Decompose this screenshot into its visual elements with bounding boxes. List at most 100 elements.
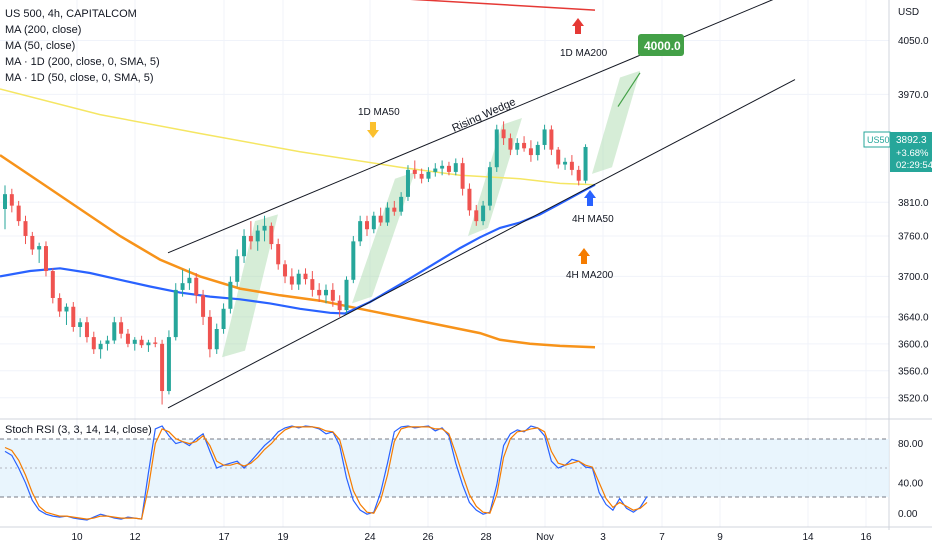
wedge-upper-line (167, 0, 774, 254)
candle-body (207, 316, 212, 350)
chart-legend[interactable]: US 500, 4h, CAPITALCOM MA (200, close) M… (5, 6, 160, 86)
candle-body (446, 165, 451, 172)
ma200-4h-label: 4H MA200 (566, 270, 614, 281)
candle-body (460, 163, 465, 189)
candle-body (255, 230, 260, 242)
legend-symbol: US 500, 4h, CAPITALCOM (5, 8, 137, 20)
time-tick: 17 (218, 532, 230, 543)
rsi-tick: 80.00 (898, 439, 923, 450)
ma200-1d-arrow (572, 18, 584, 34)
price-tick: 3970.0 (898, 90, 929, 101)
candle-body (378, 215, 383, 223)
candle-body (37, 246, 42, 250)
candle-body (303, 273, 308, 280)
candle-body (105, 340, 110, 344)
target-line (617, 72, 641, 107)
candle-body (549, 129, 554, 150)
ma50-4h-line (0, 183, 596, 315)
ma50-4h-arrow (584, 190, 596, 206)
currency-label: USD (898, 7, 919, 18)
time-tick: 28 (480, 532, 492, 543)
target-label-text: 4000.0 (644, 39, 681, 53)
ma50-4h-label: 4H MA50 (572, 214, 614, 225)
candle-body (419, 173, 424, 179)
target-label[interactable]: 4000.0 (638, 34, 684, 56)
price-tick: 3640.0 (898, 312, 929, 323)
candle-body (43, 246, 48, 272)
time-tick: 3 (600, 532, 606, 543)
legend-ma200: MA (200, close) (5, 24, 82, 36)
price-tick: 3520.0 (898, 393, 929, 404)
time-tick: 10 (71, 532, 83, 543)
candle-body (276, 244, 281, 265)
candle-body (228, 281, 233, 309)
candle-body (289, 276, 294, 285)
last-price-tag: 3892.3 +3.68% 02:29:54 (890, 132, 932, 172)
candle-body (119, 322, 124, 334)
candle-body (166, 337, 171, 392)
candle-body (535, 144, 540, 156)
rsi-d-line (4, 426, 648, 520)
time-tick: 7 (659, 532, 665, 543)
candle-body (139, 339, 144, 346)
time-tick: 24 (364, 532, 376, 543)
candle-body (494, 129, 499, 168)
ma200-4h-arrow (578, 248, 590, 264)
candle-body (194, 277, 199, 296)
candle-body (392, 207, 397, 212)
ma200-1d-line (410, 0, 596, 11)
candle-body (112, 322, 117, 341)
last-price: 3892.3 (896, 135, 927, 146)
ma200-4h-line (0, 154, 596, 349)
time-tick: 26 (422, 532, 434, 543)
candle-body (125, 333, 130, 344)
candle-body (528, 148, 533, 156)
bar-countdown: 02:29:54 (896, 160, 932, 171)
price-tick: 3760.0 (898, 231, 929, 242)
candle-body (371, 215, 376, 230)
candle-body (283, 264, 288, 277)
annotation-arrows (367, 18, 596, 264)
candle-body (467, 188, 472, 211)
price-axis[interactable]: 4050.0 3970.0 3810.0 3760.0 3700.0 3640.0 3600… (898, 36, 929, 404)
candle-body (235, 256, 240, 282)
candle-body (242, 235, 247, 257)
candle-body (399, 196, 404, 212)
candle-body (522, 142, 527, 149)
candle-body (385, 207, 390, 223)
rsi-k-line (4, 425, 648, 521)
candle-body (78, 322, 83, 327)
time-tick: 14 (802, 532, 814, 543)
candles (3, 121, 588, 405)
candle-body (583, 146, 588, 181)
candle-body (330, 289, 335, 301)
channel-4 (592, 70, 640, 174)
candle-body (310, 279, 315, 290)
candle-body (160, 343, 165, 392)
candle-body (180, 283, 185, 290)
candle-body (84, 322, 89, 338)
candle-body (3, 194, 7, 209)
candle-body (364, 221, 369, 230)
ma200-1d-label: 1D MA200 (560, 48, 608, 59)
candle-body (563, 161, 568, 165)
candle-body (50, 271, 55, 298)
candle-body (64, 306, 69, 312)
candle-body (57, 297, 62, 312)
rsi-legend[interactable]: Stoch RSI (3, 3, 14, 14, close) (5, 424, 152, 436)
candle-body (358, 221, 363, 242)
candle-body (214, 329, 219, 350)
candle-body (9, 194, 14, 206)
candle-body (487, 167, 492, 206)
moving-averages (0, 0, 596, 349)
candle-body (324, 289, 329, 296)
candle-body (426, 171, 431, 179)
candle-body (481, 205, 486, 222)
time-axis[interactable]: 10 12 17 19 24 26 28 Nov 3 7 9 14 16 (71, 532, 872, 543)
candle-body (542, 129, 547, 145)
channel-1 (222, 214, 278, 358)
candle-body (453, 163, 458, 172)
stoch-rsi (4, 425, 648, 521)
candle-body (296, 273, 301, 285)
